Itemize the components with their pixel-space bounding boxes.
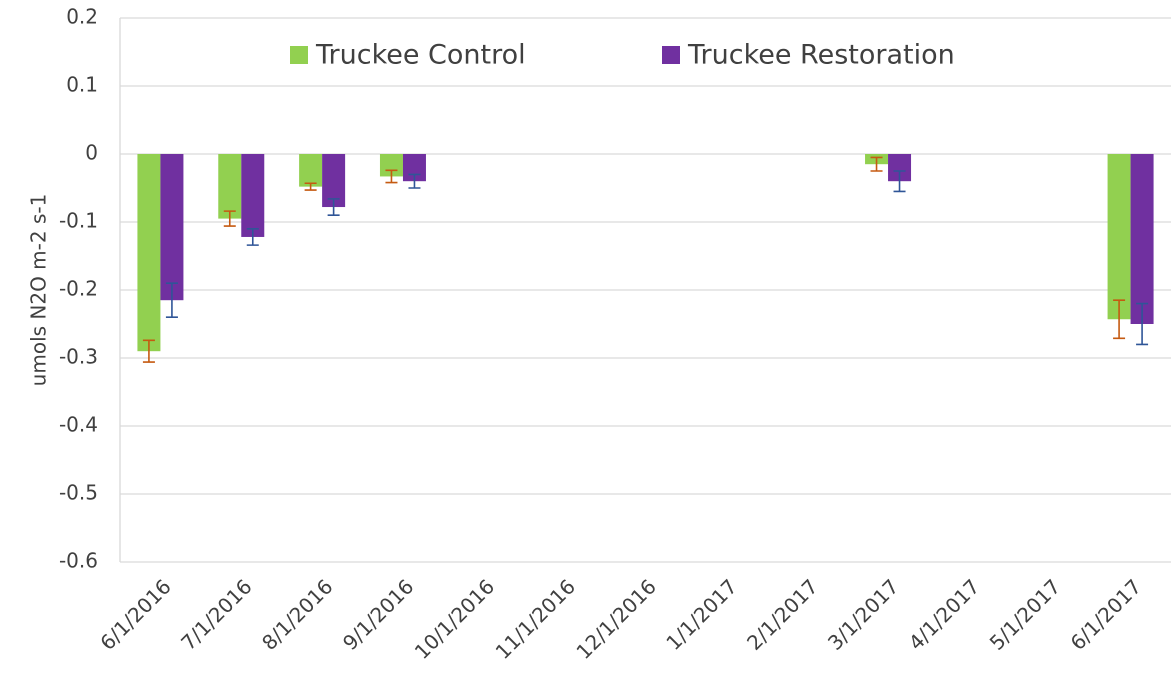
y-tick-label: -0.2 <box>59 277 98 301</box>
x-tick-label: 7/1/2016 <box>176 574 256 654</box>
x-tick-label: 6/1/2016 <box>95 574 175 654</box>
error-bar <box>304 182 317 191</box>
legend-swatch <box>662 46 680 64</box>
y-axis-label: umols N2O m-2 s-1 <box>27 194 51 387</box>
x-tick-label: 11/1/2016 <box>491 574 580 663</box>
bar <box>160 154 184 301</box>
legend-label: Truckee Control <box>315 40 526 71</box>
error-bar <box>142 339 155 363</box>
y-tick-label: -0.1 <box>59 209 98 233</box>
bar <box>1130 154 1154 324</box>
error-bar <box>408 173 421 189</box>
bar <box>218 154 242 219</box>
y-tick-label: -0.6 <box>59 549 98 573</box>
error-bar <box>385 169 398 184</box>
y-tick-label: 0.1 <box>66 73 98 97</box>
bar <box>1107 154 1131 320</box>
x-tick-label: 1/1/2017 <box>661 574 741 654</box>
error-bar <box>165 282 178 318</box>
error-bar <box>870 156 883 172</box>
bar <box>241 154 265 237</box>
error-bar <box>1136 302 1149 346</box>
bar <box>299 154 323 187</box>
legend-swatch <box>290 46 308 64</box>
y-tick-label: -0.3 <box>59 345 98 369</box>
error-bar <box>223 210 236 227</box>
x-tick-label: 9/1/2016 <box>338 574 418 654</box>
y-tick-label: 0 <box>85 141 98 165</box>
x-tick-label: 3/1/2017 <box>823 574 903 654</box>
error-bar <box>1113 299 1126 340</box>
y-tick-label: -0.5 <box>59 481 98 505</box>
bar <box>888 154 912 182</box>
error-bar <box>327 198 340 216</box>
x-tick-label: 12/1/2016 <box>571 574 660 663</box>
bar <box>137 154 161 352</box>
error-bar <box>893 170 906 193</box>
x-tick-label: 2/1/2017 <box>742 574 822 654</box>
y-tick-label: -0.4 <box>59 413 98 437</box>
y-tick-label: 0.2 <box>66 5 98 29</box>
error-bar <box>246 228 259 246</box>
x-tick-label: 10/1/2016 <box>410 574 499 663</box>
x-tick-label: 6/1/2017 <box>1066 574 1146 654</box>
legend-label: Truckee Restoration <box>687 40 955 71</box>
x-tick-label: 5/1/2017 <box>985 574 1065 654</box>
x-tick-label: 8/1/2016 <box>257 574 337 654</box>
bar <box>322 154 346 208</box>
x-tick-label: 4/1/2017 <box>904 574 984 654</box>
